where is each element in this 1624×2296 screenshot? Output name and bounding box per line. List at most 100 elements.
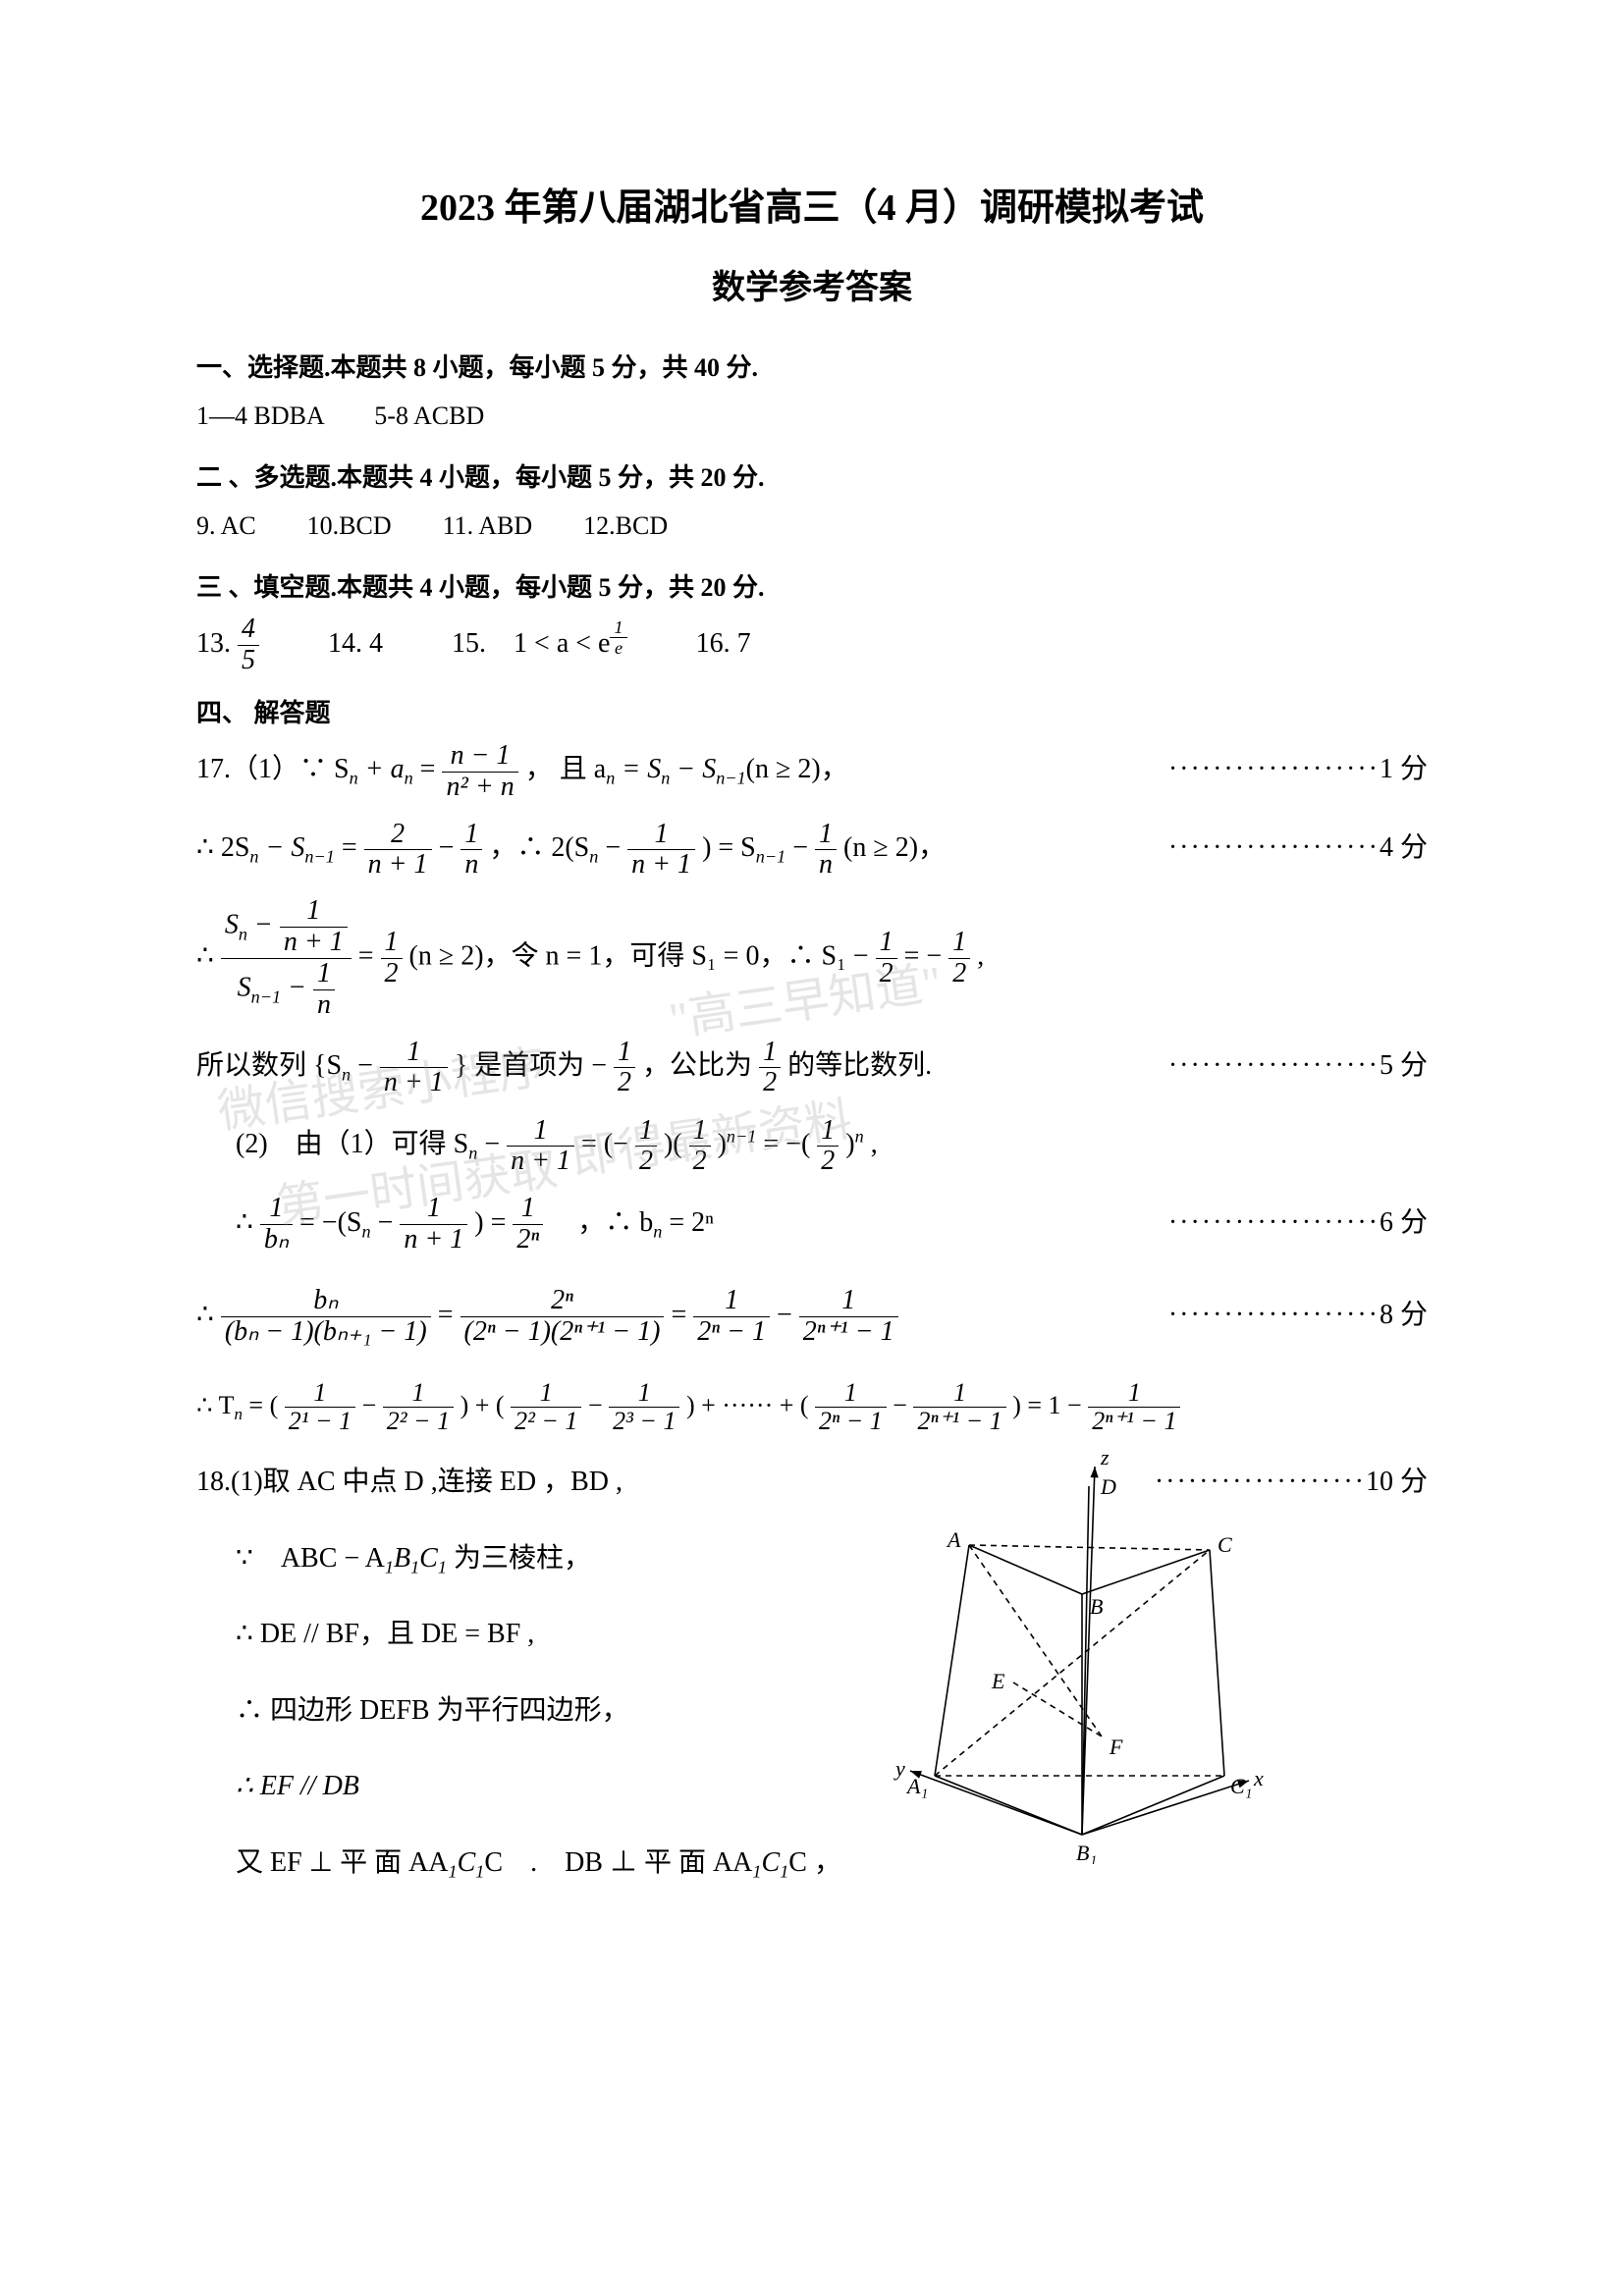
section1-answers: 1—4 BDBA 5-8 ACBD	[196, 394, 1428, 440]
q17-l3-tail: = −	[904, 941, 949, 972]
q17-l2-score-text: 4 分	[1380, 832, 1428, 863]
q17-l6-score: 6 分	[1168, 1193, 1428, 1254]
q17-l4-m2: } 是首项为 −	[455, 1050, 614, 1081]
q17-l1-tail: (n ≥ 2)，	[746, 754, 848, 784]
q17-l4-hn2: 1	[759, 1038, 781, 1069]
q18-l6-s3: 1	[752, 1862, 761, 1882]
q17-l8-f7n: 1	[1088, 1379, 1180, 1409]
svg-text:B: B	[1090, 1594, 1103, 1619]
q17-l4-hn: 1	[614, 1038, 635, 1069]
q17-l6-score-text: 6 分	[1380, 1207, 1428, 1238]
q18-l6-s4: 1	[780, 1862, 788, 1882]
q17-l3-eq2: =	[358, 941, 381, 972]
q17-l5-f1d: n + 1	[507, 1147, 574, 1177]
q16: 16. 7	[696, 628, 751, 659]
q17-l8-f6n: 1	[913, 1379, 1005, 1409]
q17-l1-score-text: 1 分	[1380, 754, 1428, 784]
q17-l3-hd: 2	[381, 959, 403, 989]
q17-l1-m1: + a	[358, 754, 405, 784]
q17-l1-eq: =	[413, 754, 443, 784]
section3-answers: 13. 4 5 14. 4 15. 1 < a < e1e 16. 7	[196, 614, 1428, 676]
q17-l8-f3n: 1	[511, 1379, 581, 1409]
q17-l6-tail: = 2ⁿ	[662, 1207, 714, 1238]
q17-l1-m2: ， 且 a	[525, 754, 606, 784]
q17-l5-f1n: 1	[507, 1116, 574, 1148]
q17-line8: ∴ Tn = ( 12¹ − 1 − 12² − 1 ) + ( 12² − 1…	[196, 1377, 1428, 1436]
svg-text:D: D	[1100, 1474, 1116, 1499]
q17-l7-score-text: 8 分	[1380, 1300, 1428, 1330]
q18-block: 18.(1)取 AC 中点 D ,连接 ED ，BD , ∵ ABC − A1B…	[196, 1452, 1155, 1909]
q17-l1-s4: n	[661, 769, 670, 788]
q17-l6-f1n: 1	[260, 1194, 293, 1225]
q17-l3-hn3: 1	[948, 928, 970, 959]
q17-l2-eq: =	[335, 832, 364, 863]
q17-l3-comma: ,	[977, 941, 984, 972]
svg-text:x: x	[1253, 1766, 1264, 1790]
q18-l6-s1: 1	[449, 1862, 458, 1882]
q17-l1-fd: n² + n	[442, 773, 517, 803]
q18-l2-m: B	[394, 1543, 410, 1574]
q17-l2-tail: (n ≥ 2)，	[843, 832, 946, 863]
q17-l5-hd2: 2	[689, 1147, 711, 1177]
q17-l1-fn: n − 1	[442, 741, 517, 773]
q17-l3-hd3: 2	[948, 959, 970, 989]
q18-line3: ∴ DE // BF，且 DE = BF ,	[196, 1604, 841, 1665]
svg-text:z: z	[1100, 1452, 1110, 1469]
q18-l3: ∴ DE // BF，且 DE = BF ,	[236, 1619, 534, 1649]
q17-l7-f2n: 2ⁿ	[460, 1286, 665, 1317]
q17-l7-eq2: =	[671, 1300, 693, 1330]
q17-l6-m3: ，∴ b	[550, 1207, 653, 1238]
q18-l6-tail: C ，	[788, 1847, 841, 1878]
q17-l8-m2: −	[588, 1391, 609, 1419]
page-title: 2023 年第八届湖北省高三（4 月）调研模拟考试	[196, 177, 1428, 231]
q17-l4-tail: 的等比数列.	[787, 1050, 932, 1081]
q17-l7-eq: =	[438, 1300, 460, 1330]
q17-l1-prefix: 17.（1）∵ S	[196, 754, 350, 784]
q17-l8-dots: ) + ······ + (	[686, 1391, 809, 1419]
q13-num: 4	[238, 614, 259, 646]
q15-prefix: 15. 1 < a < e	[452, 628, 610, 659]
q17-line5: (2) 由（1）可得 Sn − 1n + 1 = (− 12 )( 12 )n−…	[196, 1114, 1428, 1177]
svg-text:F: F	[1109, 1735, 1123, 1759]
q17-l2-f2n: 1	[460, 820, 482, 851]
q17-l8-f6d: 2ⁿ⁺¹ − 1	[913, 1408, 1005, 1436]
q17-l3-hn: 1	[381, 928, 403, 959]
q18-line6: 又 EF ⊥ 平 面 AA1C1C . DB ⊥ 平 面 AA1C1C ，	[196, 1833, 841, 1894]
q17-l8-f1n: 1	[285, 1379, 355, 1409]
q17-l7-f1d: (bₙ − 1)(bₙ₊₁ − 1)	[221, 1317, 431, 1348]
q17-line2: ∴ 2Sn − Sn−1 = 2n + 1 − 1n ，∴ 2(Sn − 1n …	[196, 818, 1428, 881]
q17-l2-f1n: 2	[364, 820, 432, 851]
q17-l1-score: 1 分	[1168, 739, 1428, 800]
q17-l8-p: ∴ T	[196, 1391, 234, 1419]
q17-l8-f5n: 1	[815, 1379, 887, 1409]
section4-header: 四、 解答题	[196, 693, 1428, 729]
section2-answers: 9. AC 10.BCD 11. ABD 12.BCD	[196, 504, 1428, 550]
q17-l4-hd2: 2	[759, 1068, 781, 1098]
q17-l3-f5d: n + 1	[280, 928, 348, 958]
q17-l7-f1n: bₙ	[221, 1286, 431, 1317]
q17-l4-fn: 1	[380, 1038, 448, 1069]
q17-l6-f1d: bₙ	[260, 1225, 293, 1255]
q18-l1: 18.(1)取 AC 中点 D ,连接 ED ，BD ,	[196, 1467, 623, 1497]
svg-text:y: y	[893, 1756, 905, 1781]
q18-l2-s1: 1	[385, 1557, 394, 1576]
q17-l5-hn: 1	[635, 1116, 657, 1148]
q17-l4-p: 所以数列 {S	[196, 1050, 342, 1081]
q17-l7-p: ∴	[196, 1300, 221, 1330]
q17-l1-frac: n − 1n² + n	[442, 741, 517, 803]
svg-text:E: E	[991, 1669, 1005, 1693]
page-subtitle: 数学参考答案	[196, 260, 1428, 308]
q13-label: 13.	[196, 628, 231, 659]
q17-l5-m3: = −(	[763, 1129, 817, 1159]
svg-text:A: A	[946, 1527, 961, 1552]
q17-l6-p: ∴	[236, 1207, 260, 1238]
q17-l4-score-text: 5 分	[1380, 1050, 1428, 1081]
q13-den: 5	[238, 646, 259, 676]
q17-line3: ∴ Sn − 1n + 1 Sn−1 − 1n = 12 (n ≥ 2)，令 n…	[196, 896, 1428, 1020]
q17-l7-f3n: 1	[693, 1286, 770, 1317]
q17-l8-f2n: 1	[383, 1379, 454, 1409]
q17-l2-m1: − S	[258, 832, 304, 863]
q17-line1: 17.（1）∵ Sn + an = n − 1n² + n ， 且 an = S…	[196, 739, 1428, 802]
q17-l8-f2d: 2² − 1	[383, 1408, 454, 1436]
section1-header: 一、选择题.本题共 8 小题，每小题 5 分，共 40 分.	[196, 347, 1428, 384]
